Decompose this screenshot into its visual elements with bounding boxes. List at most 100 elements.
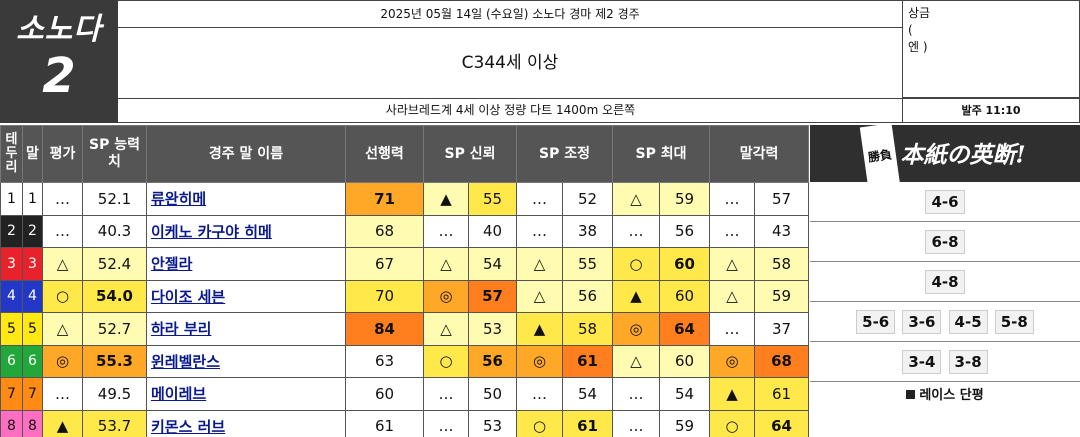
prize-unit: 엔 ): [908, 40, 928, 54]
max-value: 64: [659, 312, 711, 346]
pick-row: 4-8: [810, 262, 1080, 302]
eval-mark: △: [42, 312, 83, 346]
pick-chip: 3-8: [948, 350, 988, 374]
adjust-mark: ▲: [516, 312, 564, 346]
table-row: 5 5 △ 52.7 하라 부리 84 △ 53 ▲ 58 ◎ 64 … 37: [0, 312, 810, 346]
trust-value: 53: [467, 409, 518, 437]
closing-mark: ○: [709, 409, 756, 437]
table-row: 4 4 ○ 54.0 다이조 세븐 70 ◎ 57 △ 56 ▲ 60 △ 59: [0, 279, 810, 313]
gate-cell: 3: [0, 247, 23, 281]
sp-ability: 40.3: [82, 214, 147, 248]
pick-row: 5-6 3-6 4-5 5-8: [810, 302, 1080, 342]
horse-name-cell[interactable]: 안젤라: [146, 247, 346, 281]
col-gate: 테두리: [0, 125, 23, 183]
trust-value: 50: [467, 377, 518, 411]
trust-value: 57: [467, 279, 518, 313]
sp-ability: 55.3: [82, 344, 147, 378]
horse-name-cell[interactable]: 메이레브: [146, 377, 346, 411]
adjust-value: 56: [562, 279, 614, 313]
pick-chip: 5-6: [856, 310, 896, 334]
trust-mark: △: [423, 312, 469, 346]
adjust-value: 61: [562, 409, 614, 437]
horse-name-link[interactable]: 하라 부리: [151, 320, 212, 339]
prize-label: 상금: [908, 6, 931, 20]
max-mark: △: [612, 344, 661, 378]
race-comment-label: 레이스 단평: [919, 388, 984, 403]
max-value: 60: [659, 247, 711, 281]
closing-mark: △: [709, 279, 756, 313]
col-sp-adjust: SP 조정: [516, 125, 614, 183]
max-mark: …: [612, 214, 661, 248]
col-closing: 말각력: [709, 125, 810, 183]
horse-number: 4: [22, 279, 43, 313]
eval-mark: △: [42, 247, 83, 281]
post-time: 발주 11:10: [903, 98, 1080, 123]
horse-name-link[interactable]: 윈레벨란스: [151, 352, 221, 371]
max-value: 59: [659, 409, 711, 437]
leading-power: 84: [345, 312, 424, 346]
horse-name-cell[interactable]: 다이조 세븐: [146, 279, 346, 313]
table-row: 2 2 … 40.3 이케노 카구야 히메 68 … 40 … 38 … 56 …: [0, 214, 810, 248]
closing-value: 68: [754, 344, 810, 378]
race-info-box: 2025년 05월 14일 (수요일) 소노다 경마 제2 경주 C344세 이…: [118, 0, 903, 123]
pick-row: 4-6: [810, 182, 1080, 222]
race-conditions-line: 사라브레드계 4세 이상 정량 다트 1400m 오른쪽: [118, 99, 902, 123]
col-num: 말: [22, 125, 43, 183]
pick-chip: 3-6: [902, 310, 942, 334]
sp-ability: 54.0: [82, 279, 147, 313]
gate-cell: 1: [0, 182, 23, 216]
sp-ability: 53.7: [82, 409, 147, 437]
horse-name-link[interactable]: 다이조 세븐: [151, 287, 226, 306]
adjust-mark: …: [516, 377, 564, 411]
gate-cell: 5: [0, 312, 23, 346]
horse-name-cell[interactable]: 윈레벨란스: [146, 344, 346, 378]
gate-cell: 4: [0, 279, 23, 313]
table-row: 6 6 ◎ 55.3 윈레벨란스 63 ○ 56 ◎ 61 △ 60 ◎ 68: [0, 344, 810, 378]
adjust-value: 38: [562, 214, 614, 248]
horse-number: 3: [22, 247, 43, 281]
horse-name-cell[interactable]: 류완히메: [146, 182, 346, 216]
table-row: 3 3 △ 52.4 안젤라 67 △ 54 △ 55 ○ 60 △ 58: [0, 247, 810, 281]
table-row: 7 7 … 49.5 메이레브 60 … 50 … 54 … 54 ▲ 61: [0, 377, 810, 411]
horse-name-link[interactable]: 안젤라: [151, 255, 193, 274]
horse-name-link[interactable]: 류완히메: [151, 190, 207, 209]
eval-mark: ◎: [42, 344, 83, 378]
horse-number: 8: [22, 409, 43, 437]
closing-value: 64: [754, 409, 810, 437]
closing-mark: …: [709, 214, 756, 248]
adjust-value: 54: [562, 377, 614, 411]
max-mark: △: [612, 182, 661, 216]
horse-name-cell[interactable]: 하라 부리: [146, 312, 346, 346]
trust-value: 56: [467, 344, 518, 378]
trust-value: 53: [467, 312, 518, 346]
closing-mark: ▲: [709, 377, 756, 411]
pick-chip: 6-8: [925, 230, 965, 254]
closing-mark: …: [709, 312, 756, 346]
eval-mark: ▲: [42, 409, 83, 437]
col-name: 경주 말 이름: [146, 125, 346, 183]
closing-value: 37: [754, 312, 810, 346]
max-value: 54: [659, 377, 711, 411]
adjust-mark: △: [516, 279, 564, 313]
horse-name-link[interactable]: 키몬스 러브: [151, 417, 226, 436]
pick-chip: 4-6: [925, 190, 965, 214]
col-sp-max: SP 최대: [612, 125, 711, 183]
venue-name: 소노다: [16, 12, 102, 47]
eval-mark: ○: [42, 279, 83, 313]
adjust-mark: …: [516, 182, 564, 216]
horse-name-link[interactable]: 메이레브: [151, 385, 207, 404]
race-title: C344세 이상: [118, 28, 902, 99]
col-sp-trust: SP 신뢰: [422, 125, 518, 183]
gate-cell: 8: [0, 409, 23, 437]
col-sp-ability: SP 능력치: [82, 125, 147, 183]
max-value: 60: [659, 279, 711, 313]
horse-name-link[interactable]: 이케노 카구야 히메: [151, 222, 272, 241]
trust-mark: …: [423, 214, 469, 248]
race-number: 2: [42, 48, 76, 104]
trust-value: 54: [467, 247, 518, 281]
horse-name-cell[interactable]: 키몬스 러브: [146, 409, 346, 437]
horse-name-cell[interactable]: 이케노 카구야 히메: [146, 214, 346, 248]
max-mark: ▲: [612, 279, 661, 313]
col-eval: 평가: [42, 125, 83, 183]
horse-number: 1: [22, 182, 43, 216]
